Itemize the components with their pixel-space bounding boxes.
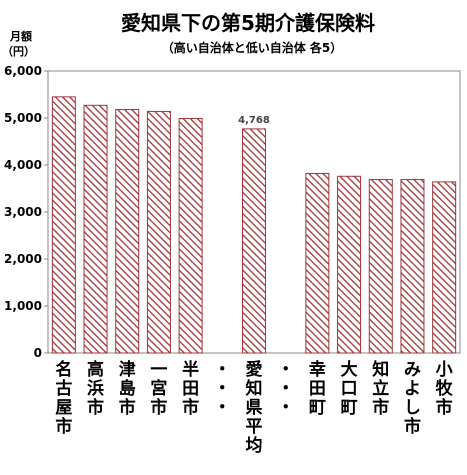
bar	[83, 104, 108, 354]
bar	[432, 181, 457, 354]
bar	[51, 96, 76, 354]
x-category-label: 半田市	[182, 359, 199, 418]
y-tick-label: 3,000	[4, 205, 42, 219]
x-category-label: 名古屋市	[55, 359, 72, 437]
bar	[178, 117, 203, 354]
y-tick-label: 5,000	[4, 111, 42, 125]
chart-subtitle: （高い自治体と低い自治体 各5）	[162, 40, 343, 55]
x-category-label: 幸田町	[309, 359, 326, 418]
x-category-label: ・・・	[214, 360, 231, 418]
bar	[305, 172, 330, 354]
y-axis-unit-line-2: （円）	[2, 45, 35, 58]
bar	[337, 175, 362, 354]
y-axis-unit-line-1: 月額	[9, 29, 32, 43]
x-category-label: ・・・	[277, 360, 294, 418]
bar	[242, 128, 266, 354]
y-tick-label: 6,000	[4, 64, 42, 78]
data-label: 4,768	[238, 115, 270, 126]
bar	[368, 179, 393, 354]
y-axis: 0 1,000 2,000 3,000 4,000 5,000 6,000	[4, 64, 48, 360]
x-category-label: 小牧市	[436, 360, 454, 418]
bar-series: 4,768	[51, 96, 457, 354]
y-tick-label: 2,000	[4, 252, 42, 266]
x-category-label: 一宮市	[150, 360, 167, 418]
x-category-label: 知立市	[371, 359, 389, 418]
y-tick-label: 4,000	[4, 158, 42, 172]
x-category-label: みよし市	[404, 360, 421, 437]
bar	[400, 179, 425, 354]
x-axis-labels: 名古屋市高浜市津島市一宮市半田市・・・愛知県平均・・・幸田町大口町知立市みよし市…	[55, 359, 453, 456]
x-category-label: 津島市	[119, 359, 136, 418]
x-category-label: 高浜市	[87, 359, 104, 418]
y-tick-label: 1,000	[4, 299, 42, 313]
chart-title: 愛知県下の第5期介護保険料	[121, 11, 375, 35]
bar	[115, 109, 140, 354]
bar	[146, 110, 171, 354]
x-category-label: 大口町	[341, 359, 358, 418]
x-category-label: 愛知県平均	[245, 359, 263, 456]
y-tick-label: 0	[34, 346, 42, 360]
